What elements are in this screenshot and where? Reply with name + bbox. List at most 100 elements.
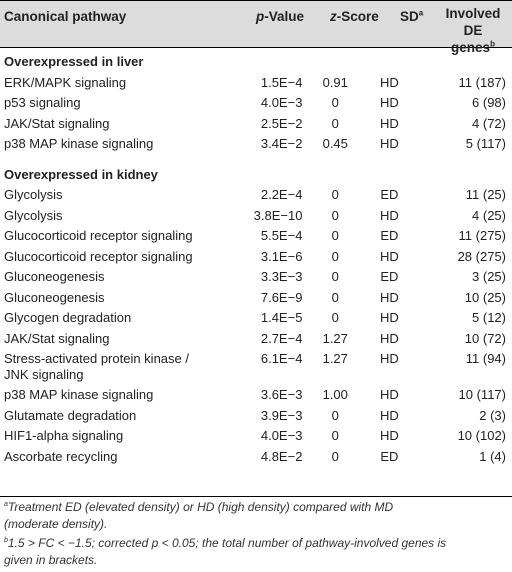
cell-sd: HD xyxy=(379,136,399,151)
footnote-a-line1-wrap: aTreatment ED (elevated density) or HD (… xyxy=(4,499,464,516)
cell-sd: HD xyxy=(379,115,399,131)
cell-pathway: Glycolysis xyxy=(4,207,63,223)
table-row: Stress-activated protein kinase / JNK si… xyxy=(0,351,512,387)
header-z-score: z-Score xyxy=(330,8,379,25)
table-row: JAK/Stat signaling 2.7E−4 1.27 HD 10 (72… xyxy=(0,331,512,352)
cell-p-value: 5.5E−4 xyxy=(260,228,303,243)
table-row: Glucocorticoid receptor signaling 3.1E−6… xyxy=(0,249,512,270)
header-col1-text: Canonical pathway xyxy=(4,9,127,24)
cell-sd: HD xyxy=(379,74,399,90)
header-rule xyxy=(0,47,512,48)
cell-pathway: Ascorbate recycling xyxy=(4,448,118,464)
cell-p-value: 1.4E−5 xyxy=(260,310,303,325)
table-row: Glycolysis 3.8E−10 0 HD 4 (25) xyxy=(0,208,512,229)
header-genes-line2: DE genes xyxy=(451,23,491,55)
cell-z-score: 0 xyxy=(331,310,339,325)
spacer-row xyxy=(0,157,512,165)
cell-z-score: 0 xyxy=(331,428,339,443)
cell-genes: 6 (98) xyxy=(472,95,506,110)
cell-p-value: 1.5E−4 xyxy=(260,74,303,90)
cell-sd: ED xyxy=(380,448,399,464)
cell-z-score: 0 xyxy=(331,289,339,305)
cell-p-value: 3.8E−10 xyxy=(253,207,303,223)
footnote-a-sup: a xyxy=(4,501,8,508)
cell-genes: 5 (12) xyxy=(472,310,506,325)
header-sd: SDa xyxy=(400,8,423,25)
cell-genes: 10 (117) xyxy=(458,387,506,402)
table-row: Glycogen degradation 1.4E−5 0 HD 5 (12) xyxy=(0,310,512,331)
header-band xyxy=(0,1,512,47)
section-title-kidney: Overexpressed in kidney xyxy=(4,166,158,182)
footnote-a-line2: (moderate density). xyxy=(4,517,108,531)
section-title-liver: Overexpressed in liver xyxy=(4,54,144,69)
top-rule xyxy=(0,0,512,1)
cell-pathway-line1: Stress-activated protein kinase / xyxy=(4,351,189,366)
header-z-rest: -Score xyxy=(336,9,379,24)
cell-genes: 11 (187) xyxy=(458,74,506,90)
cell-pathway: Stress-activated protein kinase / JNK si… xyxy=(0,351,251,387)
cell-pathway: Gluconeogenesis xyxy=(4,269,105,284)
cell-p-value: 2.2E−4 xyxy=(260,187,303,202)
cell-p-value: 4.0E−3 xyxy=(260,428,303,443)
cell-z-score: 1.27 xyxy=(322,351,348,366)
cell-p-value: 3.4E−2 xyxy=(260,136,303,151)
header-p-italic: p xyxy=(256,9,265,24)
footnote-b-line1: 1.5 > FC < −1.5; corrected p < 0.05; the… xyxy=(7,536,447,550)
header-sd-sup: a xyxy=(418,8,424,18)
header-genes-line2-wrap: DE genesb xyxy=(440,22,506,56)
cell-pathway: Glycolysis xyxy=(4,187,63,202)
header-z-italic: z xyxy=(330,9,337,24)
cell-genes: 2 (3) xyxy=(479,407,506,423)
cell-p-value: 6.1E−4 xyxy=(260,351,303,366)
table-row: p53 signaling 4.0E−3 0 HD 6 (98) xyxy=(0,95,512,116)
cell-genes: 3 (25) xyxy=(472,269,506,284)
cell-p-value: 2.7E−4 xyxy=(260,330,303,346)
table-row: ERK/MAPK signaling 1.5E−4 0.91 HD 11 (18… xyxy=(0,75,512,96)
cell-pathway: p38 MAP kinase signaling xyxy=(4,136,154,151)
cell-sd: HD xyxy=(379,248,399,264)
header-genes-line1: Involved xyxy=(445,6,501,21)
cell-genes: 1 (4) xyxy=(479,448,506,464)
cell-genes: 4 (25) xyxy=(472,207,506,223)
header-canonical-pathway: Canonical pathway xyxy=(4,8,126,25)
cell-pathway-line2: JNK signaling xyxy=(4,367,84,382)
cell-z-score: 1.00 xyxy=(322,387,348,402)
table-row: Gluconeogenesis 7.6E−9 0 HD 10 (25) xyxy=(0,290,512,311)
cell-pathway: Glutamate degradation xyxy=(4,407,137,423)
cell-z-score: 0 xyxy=(331,115,339,131)
cell-pathway: p53 signaling xyxy=(4,95,81,110)
table-row: Glycolysis 2.2E−4 0 ED 11 (25) xyxy=(0,187,512,208)
cell-p-value: 3.1E−6 xyxy=(260,248,303,264)
header-involved-genes: Involved DE genesb xyxy=(440,5,506,56)
cell-pathway: JAK/Stat signaling xyxy=(4,330,110,346)
cell-z-score: 0 xyxy=(331,407,339,423)
cell-z-score: 0 xyxy=(331,207,339,223)
cell-p-value: 3.3E−3 xyxy=(260,269,303,284)
cell-sd: HD xyxy=(379,310,399,325)
cell-p-value: 4.0E−3 xyxy=(260,95,303,110)
cell-genes: 10 (25) xyxy=(464,289,506,305)
footnote-b-line1-wrap: b1.5 > FC < −1.5; corrected p < 0.05; th… xyxy=(4,535,509,552)
cell-sd: ED xyxy=(380,228,399,243)
cell-pathway: HIF1-alpha signaling xyxy=(4,428,124,443)
cell-p-value: 2.5E−2 xyxy=(260,115,303,131)
footnote-b-line2: given in brackets. xyxy=(4,553,98,567)
cell-pathway: JAK/Stat signaling xyxy=(4,115,110,131)
cell-sd: ED xyxy=(380,269,399,284)
cell-sd: HD xyxy=(379,330,399,346)
cell-z-score: 0 xyxy=(331,269,339,284)
cell-p-value: 3.9E−3 xyxy=(260,407,303,423)
cell-pathway: Glycogen degradation xyxy=(4,310,132,325)
table-row: p38 MAP kinase signaling 3.6E−3 1.00 HD … xyxy=(0,387,512,408)
cell-sd: HD xyxy=(379,428,399,443)
cell-z-score: 0.45 xyxy=(322,136,348,151)
header-p-value: p-Value xyxy=(256,8,304,25)
cell-pathway: Glucocorticoid receptor signaling xyxy=(4,248,193,264)
cell-genes: 28 (275) xyxy=(457,248,506,264)
table-row: JAK/Stat signaling 2.5E−2 0 HD 4 (72) xyxy=(0,116,512,137)
cell-genes: 10 (72) xyxy=(464,330,506,346)
section-row: Overexpressed in liver xyxy=(0,52,512,75)
cell-sd: HD xyxy=(379,351,399,366)
cell-pathway: Glucocorticoid receptor signaling xyxy=(4,228,193,243)
cell-z-score: 0 xyxy=(331,228,339,243)
